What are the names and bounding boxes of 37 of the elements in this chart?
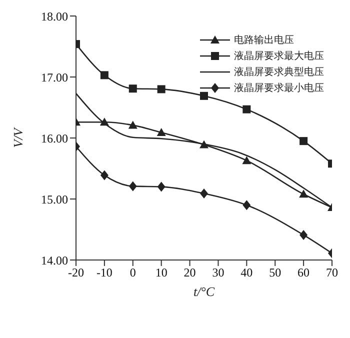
y-axis-title: V/V — [10, 126, 26, 148]
point — [242, 105, 251, 114]
x-tick-label: -20 — [68, 266, 84, 280]
legend-label: 液晶屏要求最大电压 — [234, 50, 324, 63]
x-tick-label: 70 — [326, 266, 338, 280]
x-tick-label: 40 — [240, 266, 253, 280]
x-tick-label: 30 — [212, 266, 224, 280]
y-tick-label: 16.00 — [41, 131, 68, 146]
x-tick-label: -10 — [96, 266, 112, 280]
point — [242, 156, 252, 164]
point — [299, 190, 308, 198]
y-tick-label: 17.00 — [41, 70, 68, 84]
point — [157, 85, 166, 94]
legend-label: 液晶屏要求典型电压 — [234, 66, 324, 79]
x-tick-label: 20 — [184, 266, 196, 280]
x-tick-label: 0 — [130, 266, 136, 280]
x-tick-label: 10 — [155, 266, 168, 280]
point — [100, 170, 108, 180]
point — [200, 188, 208, 199]
legend-label: 液晶屏要求最小电压 — [234, 82, 324, 95]
x-tick-label: 60 — [298, 266, 310, 280]
x-axis-title: t/°C — [193, 284, 215, 299]
point — [128, 181, 137, 192]
point — [156, 128, 166, 136]
point — [128, 120, 138, 129]
point — [157, 182, 166, 192]
y-tick-label: 14.00 — [41, 253, 68, 268]
y-tick-label: 15.00 — [41, 192, 68, 206]
point — [128, 84, 137, 93]
point — [100, 71, 108, 80]
y-tick-label: 18.00 — [41, 9, 68, 24]
legend-label: 电路输出电压 — [234, 34, 294, 47]
x-tick-label: 50 — [269, 266, 282, 280]
point — [300, 137, 308, 146]
point — [242, 200, 251, 210]
point — [300, 230, 308, 240]
point — [200, 92, 208, 100]
